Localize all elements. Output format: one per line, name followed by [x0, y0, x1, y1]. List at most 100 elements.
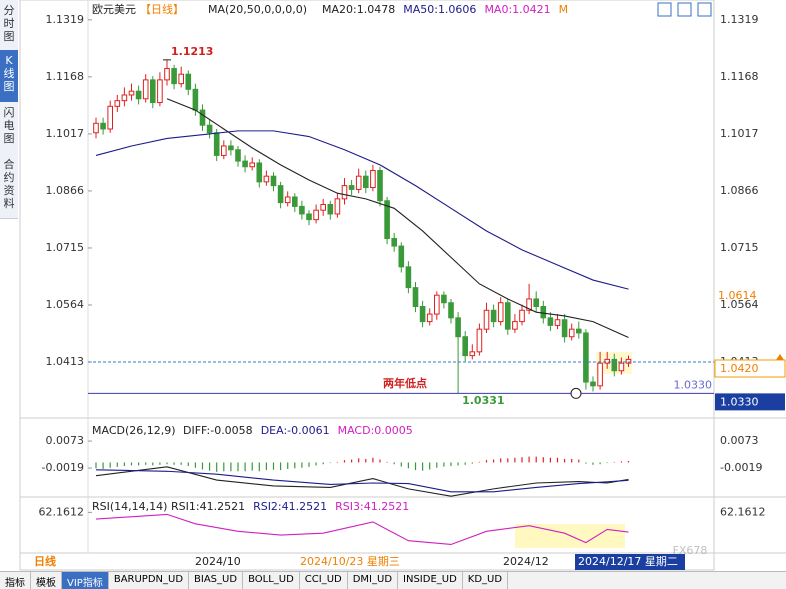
- candle-body: [277, 185, 284, 204]
- tab[interactable]: DMI_UD: [348, 572, 399, 589]
- y-tick-label: 1.0564: [46, 298, 85, 311]
- candle-body: [327, 204, 334, 215]
- candle-body: [590, 381, 596, 387]
- tab[interactable]: BARUPDN_UD: [109, 572, 190, 589]
- legend-item: M: [559, 3, 569, 16]
- candle-body: [554, 319, 561, 326]
- candle-body: [313, 209, 319, 221]
- candle-body: [284, 196, 291, 204]
- high-label: 1.1213: [171, 45, 213, 58]
- last-box: [714, 359, 786, 378]
- sidebar-tab[interactable]: 合约资料: [0, 154, 18, 219]
- candle-body: [199, 109, 206, 126]
- candle-body: [583, 332, 589, 383]
- note-label: 两年低点: [383, 376, 427, 390]
- toolbar-icon[interactable]: [657, 2, 672, 17]
- candle-body: [242, 160, 248, 168]
- candle-body: [483, 309, 490, 330]
- candle-body: [299, 205, 305, 215]
- cursor-box: [715, 393, 785, 411]
- candle-body: [505, 302, 511, 330]
- last-right-label: 1.0420: [720, 362, 759, 375]
- indicator-line: [95, 130, 629, 290]
- candle-body: [221, 145, 227, 156]
- tab[interactable]: VIP指标: [62, 572, 109, 589]
- candle-body: [363, 175, 369, 189]
- y-tick-label: 1.0413: [46, 355, 85, 368]
- last-date: 2024/12/17 星期二: [578, 555, 678, 568]
- last-date-box: [575, 554, 685, 570]
- candle-body: [235, 149, 241, 162]
- x-tick-label: 2024/10: [195, 555, 241, 568]
- candle-body: [533, 298, 540, 308]
- tab[interactable]: KD_UD: [463, 572, 509, 589]
- panel-title: MACD(26,12,9): [92, 424, 176, 437]
- y-tick-label: -0.0019: [42, 461, 84, 474]
- indicator-line: [95, 466, 629, 497]
- y-tick-label-right: 1.1168: [720, 70, 759, 83]
- candle-body: [128, 90, 135, 96]
- candle-body: [355, 175, 362, 190]
- toolbar-icon[interactable]: [677, 2, 692, 17]
- indicator-line: [95, 513, 629, 546]
- candle-body: [625, 358, 632, 364]
- y-tick-label: 1.1168: [46, 70, 85, 83]
- chart: 欧元美元 【日线】 MA(20,50,0,0,0,0) MA20:1.0478 MA50…: [19, 0, 786, 571]
- candle-body: [611, 358, 618, 372]
- candle-body: [426, 313, 433, 323]
- tab[interactable]: BOLL_UD: [243, 572, 300, 589]
- candle-body: [476, 328, 483, 353]
- candle-body: [249, 162, 255, 168]
- y-tick-label-right: 1.1319: [720, 13, 759, 26]
- tab[interactable]: CCI_UD: [300, 572, 348, 589]
- candle-body: [462, 336, 468, 357]
- tab[interactable]: INSIDE_UD: [398, 572, 463, 589]
- candle-body: [107, 105, 114, 130]
- candle-body: [341, 185, 348, 200]
- candle-body: [320, 204, 326, 211]
- candle-body: [171, 68, 177, 85]
- candle-body: [178, 73, 184, 85]
- candle-body: [618, 362, 625, 372]
- candle-body: [114, 100, 121, 107]
- y-tick-label-right: 1.0866: [720, 184, 759, 197]
- tab[interactable]: BIAS_UD: [189, 572, 244, 589]
- candle-body: [213, 132, 220, 156]
- cursor-box-label: 1.0330: [720, 395, 759, 408]
- candle-body: [185, 73, 192, 90]
- candle-body: [391, 238, 397, 247]
- indicator: MA(20,50,0,0,0,0): [208, 3, 307, 16]
- candle-body: [547, 317, 554, 326]
- panel-title: 欧元美元: [92, 3, 136, 16]
- candle-body: [292, 196, 298, 207]
- y-tick-label-right: 0.0073: [720, 434, 759, 447]
- candle-body: [526, 298, 532, 311]
- candle-body: [434, 294, 440, 315]
- candle-body: [412, 287, 419, 308]
- y-tick-label-right: 62.1612: [720, 505, 766, 518]
- candle-body: [448, 302, 454, 319]
- cursor-dot: [570, 387, 582, 399]
- legend-item: MA50:1.0606: [403, 3, 476, 16]
- last-arrow: [776, 354, 784, 360]
- candle-body: [270, 175, 277, 187]
- candle-body: [334, 198, 341, 215]
- candle-body: [206, 124, 213, 134]
- candle-body: [192, 88, 199, 111]
- toolbar-icon[interactable]: [697, 2, 712, 17]
- legend-item: MA20:1.0478: [322, 3, 395, 16]
- legend-item: DEA:-0.0061: [261, 424, 330, 437]
- tab[interactable]: 指标: [0, 572, 31, 589]
- plot-frame: [19, 0, 715, 571]
- panel-title: RSI(14,14,14): [92, 500, 167, 513]
- watermark: FX678: [673, 544, 708, 557]
- y-tick-label-right: 1.0564: [720, 298, 759, 311]
- y-tick-label: 0.0073: [46, 434, 85, 447]
- candle-body: [540, 306, 547, 319]
- tab[interactable]: 模板: [31, 572, 62, 589]
- candle-body: [398, 245, 405, 268]
- legend-item: RSI3:41.2521: [335, 500, 409, 513]
- candle-body: [497, 302, 504, 323]
- indicator-line: [166, 98, 629, 338]
